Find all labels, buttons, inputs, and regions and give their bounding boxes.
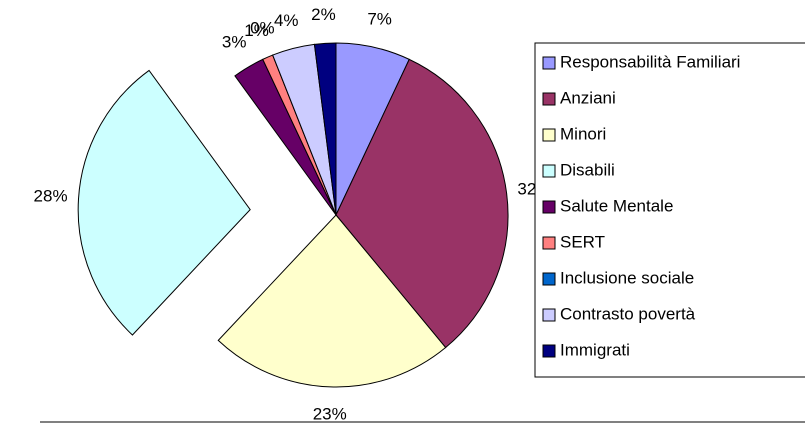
legend-swatch — [542, 308, 556, 322]
legend-label: Anziani — [560, 88, 616, 107]
legend-label: Minori — [560, 124, 606, 143]
legend-label: Responsabilità Familiari — [560, 52, 740, 71]
data-label: 28% — [34, 187, 68, 206]
legend-label: SERT — [560, 232, 605, 251]
data-label: 4% — [274, 11, 299, 30]
data-label: 7% — [367, 9, 392, 28]
pie-slice — [77, 69, 251, 336]
legend-swatch — [542, 128, 556, 142]
pie-slice — [313, 42, 337, 216]
legend-swatch — [542, 92, 556, 106]
data-label: 2% — [311, 5, 336, 24]
legend-label: Contrasto povertà — [560, 304, 696, 323]
legend-label: Disabili — [560, 160, 615, 179]
legend-swatch — [542, 236, 556, 250]
data-label: 23% — [313, 404, 347, 423]
data-label: 3% — [222, 32, 247, 51]
legend-swatch — [542, 272, 556, 286]
data-label: 0% — [250, 19, 275, 38]
legend-swatch — [542, 164, 556, 178]
pie-slice — [335, 58, 509, 349]
pie-slice — [217, 214, 447, 388]
legend-swatch — [542, 200, 556, 214]
legend-box — [534, 42, 805, 378]
data-label: 1% — [244, 21, 269, 40]
legend-label: Inclusione sociale — [560, 268, 694, 287]
legend-label: Salute Mentale — [560, 196, 673, 215]
legend-label: Immigrati — [560, 340, 630, 359]
legend-swatch — [542, 344, 556, 358]
legend-swatch — [542, 56, 556, 70]
